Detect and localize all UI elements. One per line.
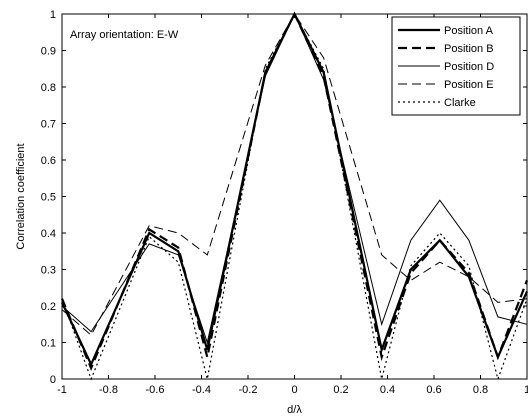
- legend-label: Position E: [444, 79, 494, 91]
- series-line-position-e: [61, 13, 528, 336]
- y-tick-label: 0.9: [41, 46, 56, 58]
- series-group: [60, 11, 528, 382]
- y-tick-label: 0.2: [41, 301, 56, 313]
- x-tick-label: -0.6: [146, 384, 165, 396]
- x-tick-label: -0.2: [239, 384, 258, 396]
- y-axis-label: Correlation coefficient: [15, 143, 27, 249]
- y-tick-label: 0.3: [41, 265, 56, 277]
- legend: Position A Position B Position D Position E…: [391, 16, 521, 116]
- x-tick-label: -1: [57, 384, 67, 396]
- ticks-group: -1 -0.8 -0.6 -0.4 -0.2 0 0.2 0.4 0.6 0.8 1 0 0.1 0.2 0…: [41, 9, 528, 396]
- annotation-text: Array orientation: E-W: [70, 29, 179, 41]
- legend-label: Position A: [444, 25, 494, 37]
- y-tick-label: 0.7: [41, 119, 56, 131]
- legend-label: Clarke: [444, 97, 476, 109]
- x-tick-label: 0.2: [333, 384, 348, 396]
- series-line-clarke: [61, 12, 528, 382]
- series-line-position-b: [60, 11, 528, 371]
- y-tick-label: 0.1: [41, 338, 56, 350]
- x-tick-label: 0.4: [380, 384, 395, 396]
- y-tick-label: 0.6: [41, 155, 56, 167]
- x-axis-label: d/λ: [287, 404, 302, 416]
- x-tick-label: -0.4: [192, 384, 211, 396]
- y-tick-label: 1: [50, 9, 56, 21]
- y-tick-label: 0.8: [41, 82, 56, 94]
- x-tick-label: -0.8: [99, 384, 118, 396]
- x-tick-label: 0.8: [473, 384, 488, 396]
- legend-label: Position B: [444, 43, 494, 55]
- x-tick-label: 0: [291, 384, 297, 396]
- x-tick-label: 0.6: [426, 384, 441, 396]
- y-tick-label: 0.4: [41, 228, 56, 240]
- legend-label: Position D: [444, 61, 494, 73]
- series-line-position-d: [61, 12, 528, 345]
- y-tick-label: 0: [50, 374, 56, 386]
- x-tick-label: 1: [524, 384, 528, 396]
- y-tick-label: 0.5: [41, 192, 56, 204]
